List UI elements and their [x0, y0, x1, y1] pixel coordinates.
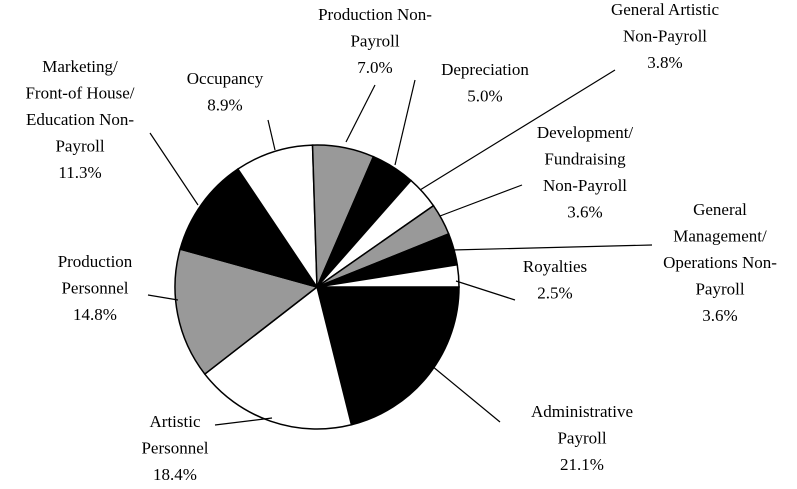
value-label: 2.5%	[537, 284, 572, 303]
value-label: 14.8%	[73, 305, 117, 324]
value-label: 7.0%	[357, 58, 392, 77]
leader-line	[451, 244, 653, 251]
value-label: 3.8%	[647, 53, 682, 72]
slice-label: General Management/Operations Non-Payroll	[663, 200, 777, 299]
leader-line	[214, 417, 273, 426]
slice-label: Production Non-Payroll	[318, 5, 432, 51]
leader-line	[394, 79, 416, 166]
slice-label: Artistic Personnel	[141, 412, 208, 458]
leader-line	[267, 119, 276, 151]
slice-label: Royalties	[523, 257, 587, 276]
slice-label: General Artistic Non-Payroll	[611, 0, 720, 46]
pie-slice	[174, 248, 319, 376]
value-label: 11.3%	[58, 163, 101, 182]
slice-label: Occupancy	[187, 69, 264, 88]
leader-line	[439, 184, 523, 217]
value-label: 21.1%	[560, 455, 604, 474]
leader-line	[147, 294, 179, 301]
leader-line	[149, 132, 199, 206]
value-label: 3.6%	[567, 203, 602, 222]
pie-slice	[203, 285, 353, 430]
slice-label: Administrative Payroll	[531, 402, 633, 448]
value-label: 3.6%	[702, 306, 737, 325]
value-label: 5.0%	[467, 87, 502, 106]
leader-line	[455, 280, 516, 301]
pie-slice	[316, 263, 460, 288]
leader-line	[419, 69, 616, 191]
pie-slice	[316, 286, 460, 426]
pie-slice	[179, 168, 319, 289]
leader-line	[345, 84, 376, 143]
slice-label: Production Personnel	[58, 252, 133, 298]
value-label: 8.9%	[207, 96, 242, 115]
value-label: 18.4%	[153, 465, 197, 484]
slice-label: Development/Fundraising Non-Payroll	[537, 123, 634, 195]
leader-line	[431, 365, 501, 423]
slice-label: Depreciation	[441, 60, 529, 79]
slice-label: Marketing/Front-of House/Education Non-P…	[25, 57, 134, 156]
